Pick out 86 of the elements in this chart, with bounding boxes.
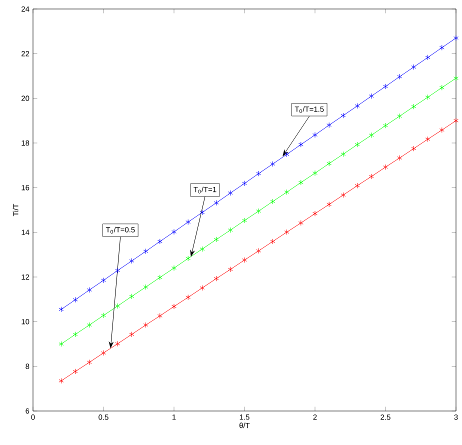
point [157, 274, 162, 280]
point [439, 127, 444, 133]
point [340, 112, 346, 118]
point [312, 132, 318, 138]
point [58, 378, 64, 384]
point [454, 75, 458, 82]
point [101, 278, 106, 284]
point [326, 122, 332, 128]
point [368, 174, 374, 180]
point [397, 155, 402, 161]
point [270, 161, 276, 167]
point [129, 294, 134, 300]
point [340, 192, 346, 198]
point [397, 74, 402, 80]
point [186, 294, 191, 300]
point [354, 103, 360, 109]
point [228, 227, 233, 233]
point [115, 268, 120, 274]
point [298, 142, 304, 148]
point [439, 84, 444, 90]
point [340, 151, 346, 158]
point [411, 64, 416, 70]
point [129, 332, 134, 338]
point [143, 248, 148, 254]
point [425, 136, 430, 142]
point [242, 257, 247, 263]
point [368, 93, 374, 99]
point [214, 200, 219, 206]
point [200, 285, 205, 291]
point [326, 160, 332, 166]
point [143, 284, 148, 290]
point [383, 164, 388, 170]
point [101, 350, 106, 356]
point [72, 332, 78, 338]
point [284, 189, 290, 195]
point [454, 35, 458, 41]
point [214, 276, 219, 282]
point [270, 198, 276, 204]
point [312, 210, 318, 216]
point [383, 122, 388, 128]
point [425, 54, 430, 60]
point [129, 258, 134, 264]
point [242, 180, 247, 186]
point [383, 84, 388, 90]
point [115, 303, 120, 309]
point [298, 220, 304, 226]
point [101, 312, 106, 318]
point [172, 229, 176, 235]
point [411, 146, 416, 152]
point [186, 219, 191, 225]
point [72, 368, 78, 374]
point [256, 208, 262, 214]
point [326, 202, 332, 208]
point [425, 94, 430, 100]
point [242, 218, 247, 224]
point [354, 142, 360, 148]
point [368, 132, 374, 138]
point [200, 246, 205, 252]
point [172, 265, 176, 271]
point [397, 113, 402, 120]
point [143, 322, 148, 328]
point [200, 210, 205, 216]
point [186, 256, 191, 262]
point [312, 170, 318, 176]
point [270, 238, 276, 244]
point [454, 118, 458, 124]
point [354, 182, 360, 188]
point [172, 304, 176, 310]
point [58, 306, 64, 312]
point [439, 44, 444, 50]
point [411, 104, 416, 110]
point [214, 236, 219, 242]
point [298, 180, 304, 186]
point [58, 341, 64, 347]
point [86, 322, 92, 328]
point [256, 248, 262, 254]
point [115, 340, 120, 347]
point [72, 296, 78, 303]
point [284, 229, 290, 235]
point [228, 190, 233, 196]
point [228, 266, 233, 272]
point [256, 170, 262, 176]
point [157, 238, 162, 244]
point [86, 287, 92, 293]
point [157, 313, 162, 319]
point [86, 359, 92, 366]
